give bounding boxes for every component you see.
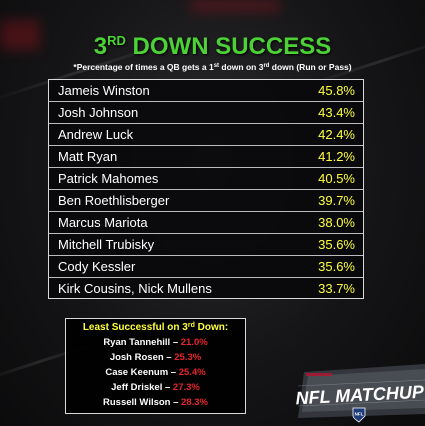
- player-name: Jeff Driskel: [111, 382, 163, 393]
- table-row: Cody Kessler 35.6%: [49, 256, 363, 278]
- dash-separator: –: [170, 337, 181, 348]
- dash-separator: –: [168, 367, 179, 378]
- player-name: Ben Roethlisberger: [58, 193, 170, 208]
- background-red-glow: [190, 0, 280, 12]
- table-row: Mitchell Trubisky 35.6%: [49, 234, 363, 256]
- table-row: Kirk Cousins, Nick Mullens 33.7%: [49, 278, 363, 300]
- player-name: Cody Kessler: [58, 259, 136, 274]
- player-percentage: 35.6%: [318, 259, 355, 274]
- player-name: Josh Johnson: [58, 105, 139, 120]
- table-row: Ben Roethlisberger 39.7%: [49, 190, 363, 212]
- player-percentage: 42.4%: [318, 127, 355, 142]
- dash-separator: –: [162, 382, 173, 393]
- player-name: Josh Rosen: [109, 352, 164, 363]
- player-name: Patrick Mahomes: [58, 171, 159, 186]
- player-name: Russell Wilson: [103, 397, 171, 408]
- player-name: Ryan Tannehill: [103, 337, 171, 348]
- player-percentage: 43.4%: [318, 105, 355, 120]
- player-percentage: 40.5%: [318, 171, 355, 186]
- player-name: Jameis Winston: [58, 83, 150, 98]
- player-percentage: 33.7%: [318, 281, 355, 296]
- svg-text:NFL: NFL: [355, 412, 364, 417]
- table-row: Andrew Luck 42.4%: [49, 124, 363, 146]
- player-name: Matt Ryan: [58, 149, 118, 164]
- player-percentage: 21.0%: [180, 337, 208, 348]
- nfl-matchup-logo: NFL MATCHUP NFL: [284, 356, 425, 426]
- table-row: Josh Johnson 43.4%: [49, 102, 363, 124]
- player-percentage: 39.7%: [318, 193, 355, 208]
- dash-separator: –: [163, 352, 175, 363]
- player-percentage: 25.3%: [174, 352, 202, 363]
- list-item: Russell Wilson – 28.3%: [66, 397, 245, 408]
- player-percentage: 38.0%: [318, 215, 355, 230]
- player-percentage: 41.2%: [318, 149, 355, 164]
- list-item: Ryan Tannehill – 21.0%: [66, 337, 245, 348]
- player-name: Kirk Cousins, Nick Mullens: [58, 281, 212, 296]
- player-name: Andrew Luck: [58, 127, 134, 142]
- table-row: Marcus Mariota 38.0%: [49, 212, 363, 234]
- player-percentage: 27.3%: [172, 382, 200, 393]
- page-subtitle: *Percentage of times a QB gets a 1st dow…: [73, 62, 352, 72]
- player-percentage: 28.3%: [181, 397, 208, 408]
- list-item: Josh Rosen – 25.3%: [66, 352, 245, 363]
- least-successful-box: Least Successful on 3rd Down: Ryan Tanne…: [65, 318, 246, 414]
- player-name: Case Keenum: [105, 367, 169, 378]
- dash-separator: –: [170, 397, 182, 408]
- player-percentage: 25.4%: [178, 367, 206, 378]
- page-title: 3RD DOWN SUCCESS: [93, 33, 332, 60]
- table-row: Jameis Winston 45.8%: [49, 80, 363, 102]
- player-name: Mitchell Trubisky: [58, 237, 155, 252]
- list-item: Jeff Driskel – 27.3%: [66, 382, 245, 393]
- table-row: Matt Ryan 41.2%: [49, 146, 363, 168]
- list-item: Case Keenum – 25.4%: [66, 367, 245, 378]
- player-percentage: 35.6%: [318, 237, 355, 252]
- player-name: Marcus Mariota: [58, 215, 148, 230]
- nfl-shield-icon: NFL: [352, 407, 366, 423]
- leaders-table: Jameis Winston 45.8% Josh Johnson 43.4% …: [48, 79, 364, 299]
- least-successful-title: Least Successful on 3rd Down:: [82, 322, 229, 333]
- player-percentage: 45.8%: [318, 83, 355, 98]
- table-row: Patrick Mahomes 40.5%: [49, 168, 363, 190]
